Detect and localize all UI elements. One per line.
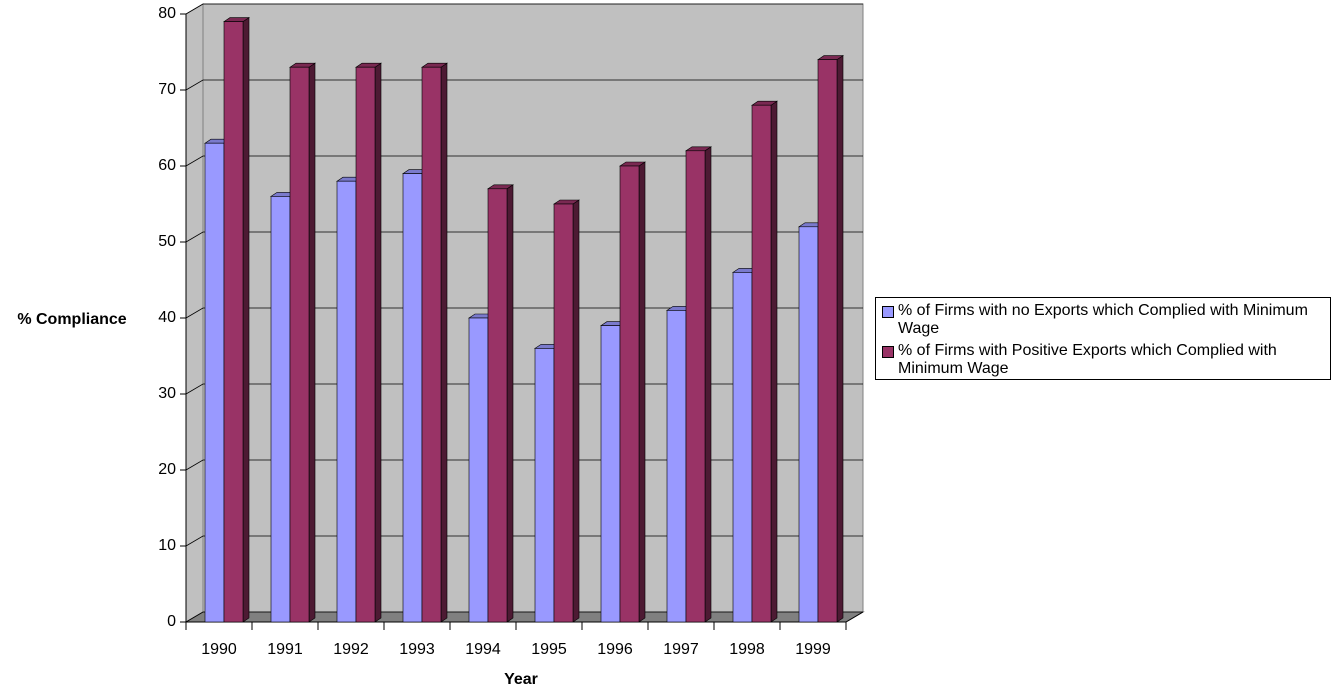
legend-item: % of Firms with no Exports which Complie… [882, 302, 1324, 338]
legend-label: % of Firms with Positive Exports which C… [898, 342, 1277, 377]
bar [732, 272, 753, 623]
bar [270, 196, 291, 623]
y-tick-label: 60 [158, 157, 176, 174]
bar-side [374, 62, 382, 623]
legend-swatch [882, 346, 894, 358]
bar-side [704, 146, 712, 623]
y-tick-label: 10 [158, 537, 176, 554]
bar-side [572, 199, 580, 623]
x-tick-label: 1999 [795, 641, 831, 658]
bar [798, 226, 819, 623]
bar-side [836, 55, 844, 623]
bar [600, 325, 621, 623]
y-tick-label: 30 [158, 385, 176, 402]
legend-label: % of Firms with no Exports which Complie… [898, 302, 1308, 337]
bar [336, 180, 357, 623]
x-tick-label: 1995 [531, 641, 567, 658]
bar [402, 173, 423, 623]
x-tick-label: 1996 [597, 641, 633, 658]
bar [534, 348, 555, 623]
x-tick-label: 1990 [201, 641, 237, 658]
bar [355, 66, 376, 623]
grid-line [185, 3, 863, 15]
bar [468, 317, 489, 623]
bar [421, 66, 442, 623]
bar [204, 142, 225, 623]
x-tick-label: 1992 [333, 641, 369, 658]
y-axis-title: % Compliance [17, 311, 126, 328]
bar-side [242, 17, 250, 623]
y-tick-label: 70 [158, 81, 176, 98]
x-tick-label: 1997 [663, 641, 699, 658]
bar-side [638, 161, 646, 623]
y-tick-label: 80 [158, 5, 176, 22]
x-axis-depth [845, 611, 864, 623]
bar-side [770, 100, 778, 623]
grid-line [185, 79, 863, 91]
bar [619, 165, 640, 623]
y-tick-label: 0 [167, 613, 176, 630]
bar [685, 150, 706, 623]
y-tick-label: 20 [158, 461, 176, 478]
x-axis-title: Year [504, 671, 538, 688]
bar [751, 104, 772, 623]
bar-side [440, 62, 448, 623]
x-tick-label: 1993 [399, 641, 435, 658]
bar [487, 188, 508, 623]
bar [817, 59, 838, 623]
bar-side [506, 184, 514, 623]
legend-swatch [882, 306, 894, 318]
bar [289, 66, 310, 623]
x-tick-label: 1991 [267, 641, 303, 658]
x-tick-label: 1994 [465, 641, 501, 658]
grid-line [185, 155, 863, 167]
y-tick-label: 40 [158, 309, 176, 326]
bar [553, 203, 574, 623]
legend-item: % of Firms with Positive Exports which C… [882, 342, 1324, 378]
bar [666, 310, 687, 623]
legend: % of Firms with no Exports which Complie… [875, 297, 1331, 380]
bar [223, 21, 244, 623]
bar-side [308, 62, 316, 623]
x-tick-label: 1998 [729, 641, 765, 658]
y-tick-label: 50 [158, 233, 176, 250]
